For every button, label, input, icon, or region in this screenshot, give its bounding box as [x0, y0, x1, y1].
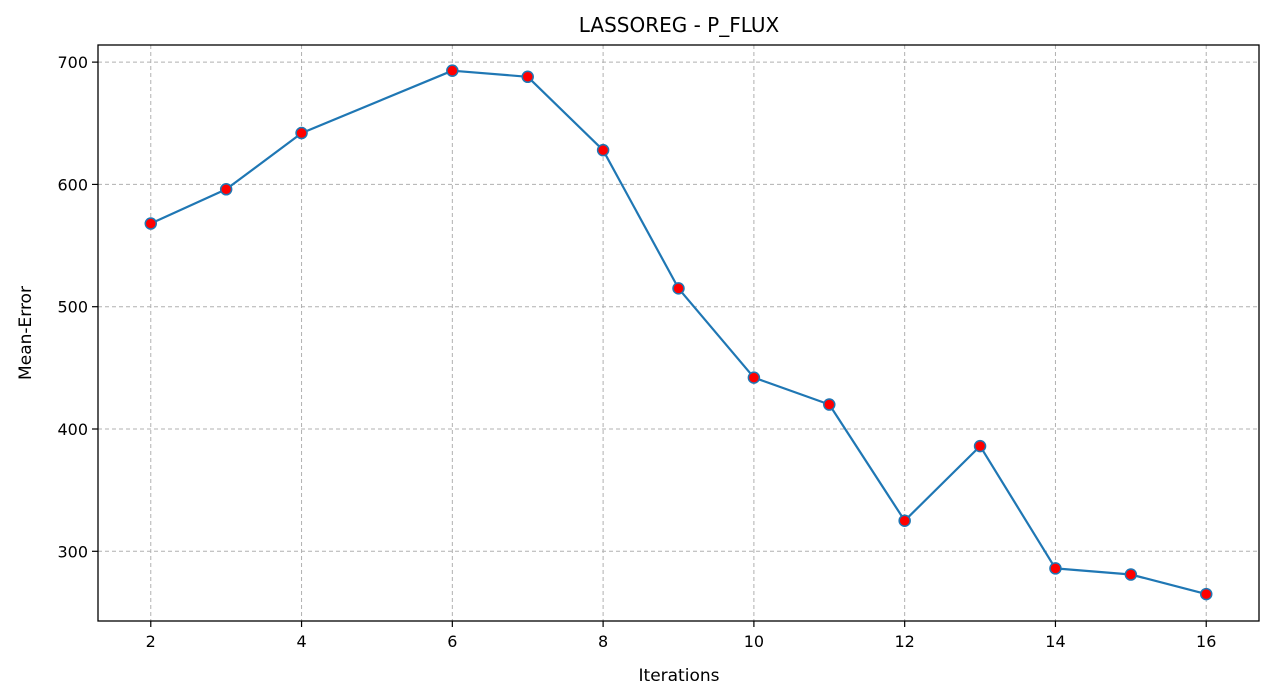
grid: [98, 45, 1259, 621]
data-point: [1199, 587, 1213, 601]
x-axis-title: Iterations: [639, 666, 720, 686]
y-tick-label: 600: [57, 175, 88, 194]
y-tick-label: 300: [57, 542, 88, 561]
data-point: [596, 143, 610, 157]
y-tick-label: 400: [57, 420, 88, 439]
y-axis-title: Mean-Error: [16, 286, 36, 380]
y-tick-label: 700: [57, 53, 88, 72]
series-layer: [144, 64, 1213, 601]
data-point: [823, 398, 836, 411]
data-point: [973, 439, 987, 453]
x-tick-label: 14: [1045, 632, 1065, 651]
x-tick-label: 2: [146, 632, 156, 651]
data-point: [144, 217, 158, 230]
data-point: [446, 64, 459, 77]
plot-frame: [97, 44, 1260, 622]
data-point: [521, 70, 534, 84]
x-tick-label: 10: [744, 632, 764, 651]
x-axis: 2 4 6 8 10 12 14 16: [146, 621, 1216, 651]
x-tick-label: 16: [1196, 632, 1216, 651]
data-point: [898, 514, 911, 527]
data-point: [672, 282, 685, 295]
series-line: [150, 69, 1207, 596]
x-tick-label: 8: [598, 632, 608, 651]
data-point: [1124, 568, 1138, 581]
x-tick-label: 12: [894, 632, 914, 651]
x-tick-label: 6: [447, 632, 457, 651]
data-point: [1049, 562, 1062, 575]
chart-title: LASSOREG - P_FLUX: [579, 13, 780, 37]
data-point: [747, 371, 761, 384]
x-tick-label: 4: [296, 632, 306, 651]
data-point: [295, 126, 308, 140]
y-tick-label: 500: [57, 298, 88, 317]
y-axis: 300 400 500 600 700: [57, 53, 98, 561]
data-point: [219, 183, 233, 196]
